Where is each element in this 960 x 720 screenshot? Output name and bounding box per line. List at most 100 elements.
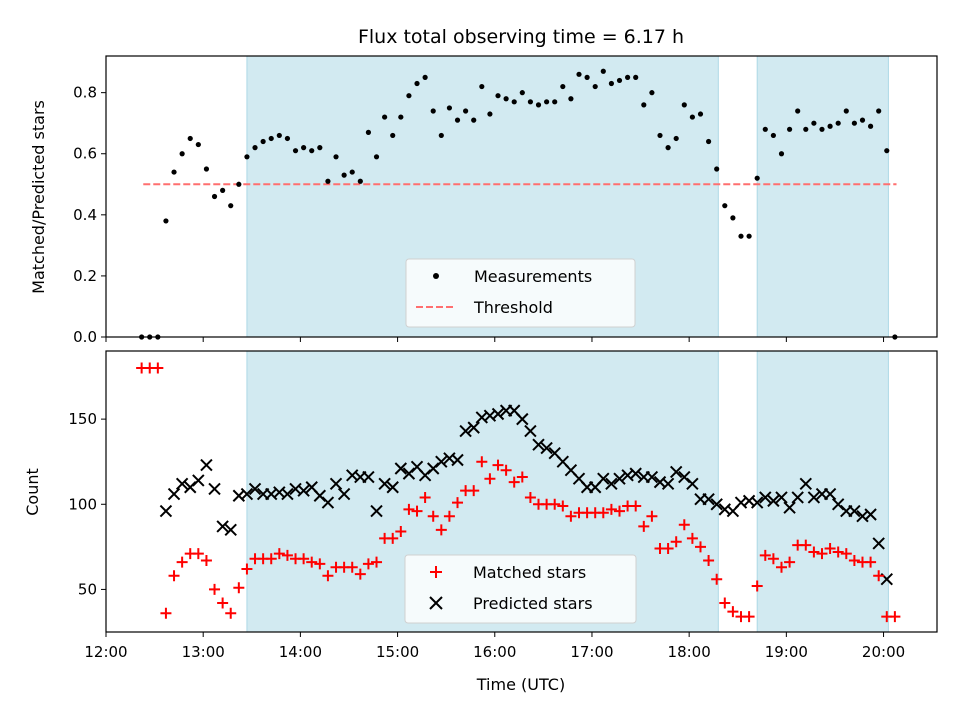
measurement-point [203,166,210,172]
measurement-point [584,74,590,80]
measurement-point [260,138,266,145]
measurement-point [179,151,185,157]
x-axis-title: Time (UTC) [476,675,565,694]
predicted-star-point [645,470,659,484]
matched-star-point [168,570,180,582]
matched-star-point [614,505,626,517]
ratio-y-tick-label: 0.2 [73,267,97,285]
predicted-star-point [807,491,821,504]
matched-star-point [727,606,739,618]
measurement-points [139,68,898,340]
matched-star-point [354,568,366,580]
matched-star-point [152,362,164,374]
measurement-point [884,148,890,154]
observing-interval-2 [756,55,889,338]
measurement-point [803,126,809,132]
matched-star-point [492,459,504,471]
matched-star-point [306,556,318,568]
predicted-star-point [516,412,529,426]
matched-star-point [265,553,277,565]
matched-star-point [281,549,293,561]
matched-star-point [371,556,383,568]
measurement-point [349,169,355,175]
measurement-point [236,181,242,187]
measurement-point [446,105,453,111]
count-y-tick-label: 100 [68,495,97,513]
measurement-point [730,215,736,221]
predicted-star-point [329,477,343,491]
measurement-point [770,132,776,139]
measurement-point [811,120,817,126]
measurement-point [519,90,525,96]
predicted-star-point [362,470,375,484]
predicted-star-point [378,477,391,491]
ratio-panel: 0.00.20.40.60.8 Matched/Predicted stars … [29,55,938,346]
matched-star-point [759,549,771,561]
matched-star-point [322,570,334,582]
measurement-point [746,233,752,239]
matched-star-point [686,532,698,544]
measurement-point [786,126,793,132]
predicted-star-point [799,477,812,491]
matched-star-point [225,607,237,619]
measurement-point [471,117,477,123]
matched-star-point [395,526,407,538]
matched-star-point [767,553,779,565]
predicted-star-point [540,441,553,455]
measurement-point [365,129,372,135]
measurement-point [851,120,857,126]
matched-star-point [192,548,204,560]
time-x-tick-label: 12:00 [84,643,127,661]
matched-star-point [678,519,690,531]
matched-star-point [524,491,536,503]
predicted-star-point [337,487,351,501]
measurement-point [689,114,695,120]
predicted-star-point [759,491,772,504]
measurement-point [657,132,663,139]
measurement-point [463,108,469,114]
measurement-point [544,99,550,105]
matched-legend-marker [430,566,442,578]
matched-star-point [711,573,723,585]
ratio-legend: Measurements Threshold [405,258,636,328]
measurement-point [714,166,720,172]
measurement-point [625,74,631,80]
measurement-point [487,111,493,117]
predicted-star-point [613,472,626,485]
predicted-star-markers [159,404,893,586]
predicted-star-point [281,487,294,501]
time-x-tick-label: 14:00 [279,643,322,661]
measurement-point [268,135,274,142]
matched-star-point [703,554,715,566]
matched-star-point [743,611,755,623]
count-legend: Matched stars Predicted stars [404,554,637,624]
predicted-star-point [629,467,642,480]
matched-star-point [217,597,229,609]
predicted-star-point [710,498,723,511]
count-legend-box [404,554,637,624]
legend-measurements: Measurements [474,267,592,286]
measurement-point [843,108,849,114]
matched-star-point [549,498,561,510]
count-plot-frame [105,350,938,633]
measurement-point [341,172,347,178]
matched-star-point [816,548,828,560]
predicted-star-point [605,477,618,491]
ratio-plot-frame [105,55,938,338]
measurement-point [211,193,218,200]
predicted-star-point [394,462,408,475]
measurement-point [357,178,363,184]
measurement-point [220,187,226,193]
measurement-point [827,123,833,129]
matched-star-point [484,473,496,485]
predicted-star-point [175,477,189,491]
matched-star-point [468,485,480,497]
predicted-star-point [872,537,885,550]
measurement-point [244,154,250,160]
matched-star-point [362,558,374,570]
measurement-point [876,108,882,114]
matched-star-point [298,553,310,565]
measurement-point [608,80,615,87]
measurement-point [382,114,388,120]
